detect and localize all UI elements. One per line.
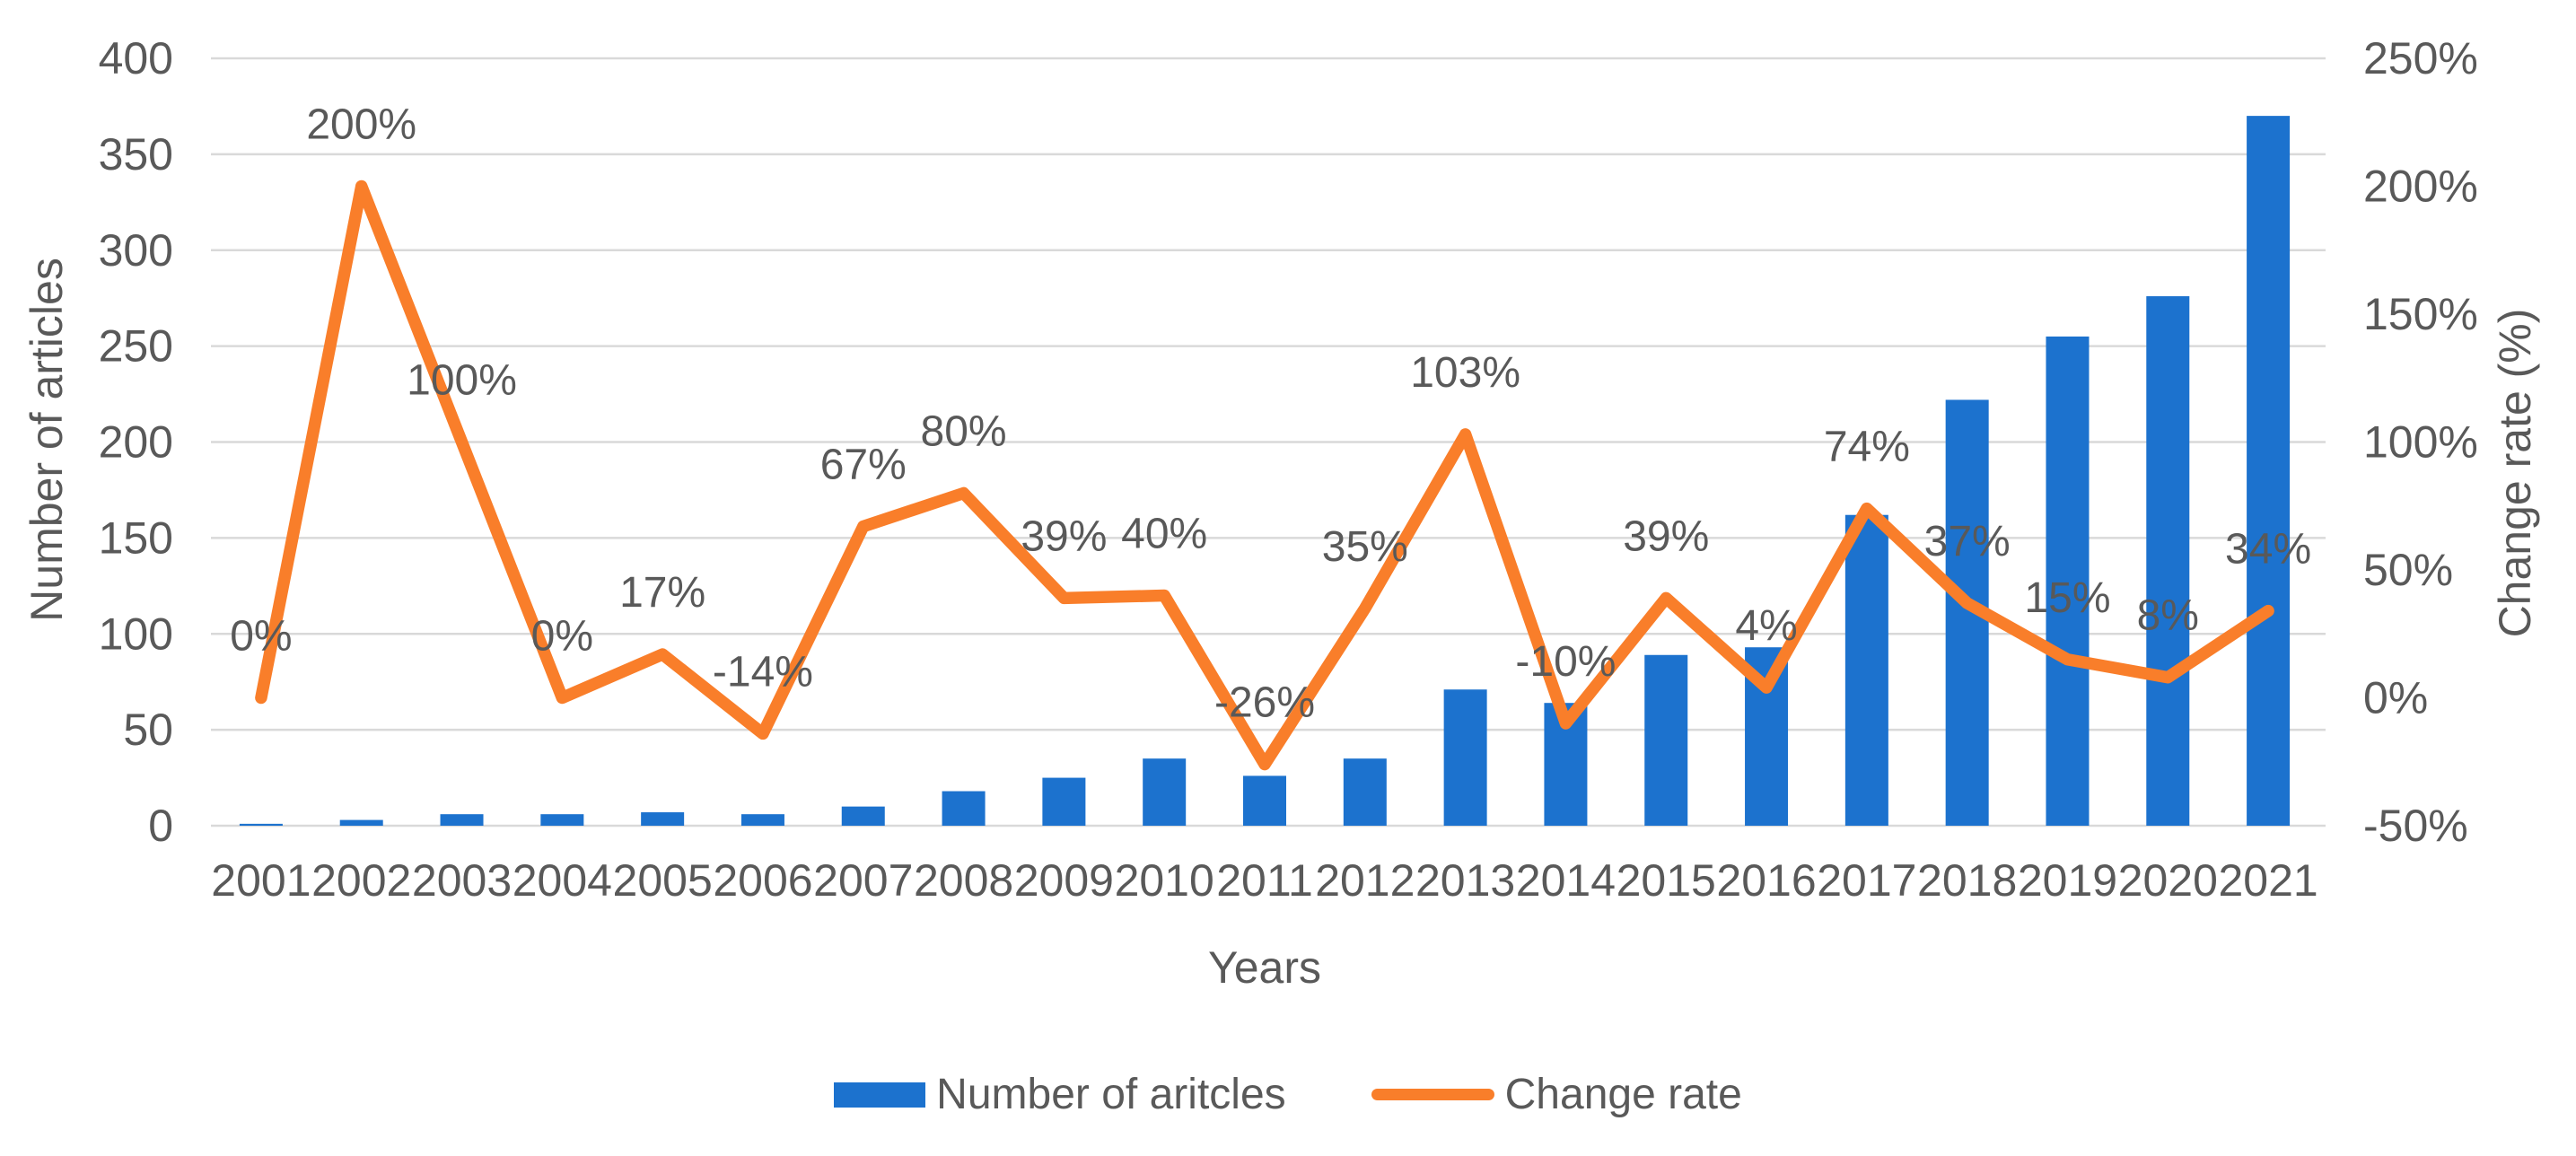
point-label: 8% [2137, 592, 2199, 640]
bar-2020 [2146, 296, 2190, 826]
x-axis-tick-label: 2004 [513, 855, 612, 906]
x-axis-tick-label: 2002 [311, 855, 411, 906]
point-label: 67% [820, 442, 907, 489]
point-label: 4% [1735, 602, 1797, 650]
legend-item-change-rate: Change rate [1371, 1070, 1742, 1119]
point-label: 103% [1410, 349, 1520, 397]
legend-label-articles: Number of aritcles [936, 1071, 1286, 1118]
x-axis-tick-label: 2014 [1516, 855, 1616, 906]
x-axis-tick-label: 2021 [2218, 855, 2318, 906]
bar-2015 [1644, 654, 1688, 826]
bar-2021 [2247, 116, 2291, 826]
right-axis-tick-label: 150% [2363, 289, 2478, 339]
x-axis-tick-label: 2001 [211, 855, 311, 906]
x-axis-tick-label: 2018 [1917, 855, 2017, 906]
x-axis-tick-label: 2009 [1014, 855, 1114, 906]
point-label: 34% [2225, 526, 2311, 574]
x-axis-tick-label: 2013 [1415, 855, 1515, 906]
point-label: 80% [921, 408, 1007, 456]
x-axis-tick-label: 2017 [1817, 855, 1916, 906]
bar-2004 [540, 814, 584, 826]
line-series-swatch-icon [1371, 1089, 1494, 1100]
right-axis-tick-label: 100% [2363, 417, 2478, 468]
right-axis-tick-label: 200% [2363, 162, 2478, 212]
bar-2013 [1443, 689, 1487, 826]
point-label: 35% [1322, 523, 1408, 571]
point-label: 39% [1021, 512, 1107, 560]
point-label: 200% [306, 101, 416, 149]
right-axis-title: Change rate (%) [2490, 308, 2540, 638]
bar-2001 [239, 823, 283, 826]
left-axis-tick-label: 100 [99, 609, 173, 659]
point-label: 37% [1924, 518, 2011, 565]
right-axis-tick-label: 50% [2363, 545, 2453, 595]
bar-2008 [942, 791, 986, 826]
x-axis-tick-label: 2016 [1716, 855, 1816, 906]
legend-item-articles: Number of aritcles [834, 1070, 1286, 1119]
left-axis-tick-label: 350 [99, 129, 173, 180]
point-label: -10% [1515, 638, 1616, 686]
x-axis-tick-label: 2008 [914, 855, 1013, 906]
x-axis-tick-label: 2012 [1315, 855, 1415, 906]
x-axis-tick-label: 2020 [2118, 855, 2218, 906]
point-label: 74% [1824, 424, 1910, 471]
bar-2007 [841, 806, 885, 826]
x-axis-tick-label: 2010 [1115, 855, 1214, 906]
bar-2012 [1343, 758, 1387, 826]
left-axis-tick-label: 400 [99, 33, 173, 83]
x-axis-tick-label: 2019 [2018, 855, 2117, 906]
x-axis-tick-label: 2015 [1617, 855, 1716, 906]
legend: Number of aritcles Change rate [0, 1070, 2576, 1119]
bar-2009 [1042, 777, 1086, 826]
right-axis-tick-label: 0% [2363, 673, 2428, 723]
right-axis-tick-label: 250% [2363, 33, 2478, 83]
point-label: -26% [1214, 679, 1315, 727]
left-axis-tick-label: 300 [99, 225, 173, 276]
bar-2006 [740, 814, 784, 826]
x-axis-title: Years [1207, 942, 1322, 993]
point-label: 100% [407, 357, 517, 405]
left-axis-title: Number of articles [22, 258, 72, 622]
bar-2010 [1143, 758, 1187, 826]
left-axis-tick-label: 200 [99, 417, 173, 468]
bar-2002 [339, 819, 383, 826]
point-label: 40% [1121, 511, 1207, 558]
left-axis-tick-label: 50 [123, 705, 173, 755]
x-axis-tick-label: 2011 [1216, 855, 1313, 906]
point-label: 0% [230, 613, 292, 661]
point-label: 0% [531, 613, 593, 661]
bar-2011 [1243, 775, 1286, 826]
point-label: 17% [619, 569, 705, 617]
x-axis-tick-label: 2006 [713, 855, 812, 906]
change-rate-line [255, 180, 2274, 771]
right-axis-tick-label: -50% [2363, 801, 2468, 851]
bar-2005 [641, 812, 685, 826]
bar-2017 [1844, 514, 1888, 826]
x-axis-tick-label: 2003 [412, 855, 512, 906]
bar-2019 [2046, 336, 2090, 826]
x-axis-tick-label: 2007 [813, 855, 913, 906]
left-axis-tick-label: 0 [148, 801, 173, 851]
bar-series-swatch-icon [834, 1082, 926, 1108]
left-axis-tick-label: 250 [99, 321, 173, 372]
bar-2003 [440, 814, 484, 826]
legend-label-change-rate: Change rate [1504, 1071, 1742, 1118]
point-label: 15% [2024, 574, 2110, 622]
point-label: 39% [1623, 512, 1709, 560]
left-axis-tick-label: 150 [99, 512, 173, 563]
x-axis-tick-label: 2005 [613, 855, 713, 906]
point-label: -14% [713, 648, 813, 696]
